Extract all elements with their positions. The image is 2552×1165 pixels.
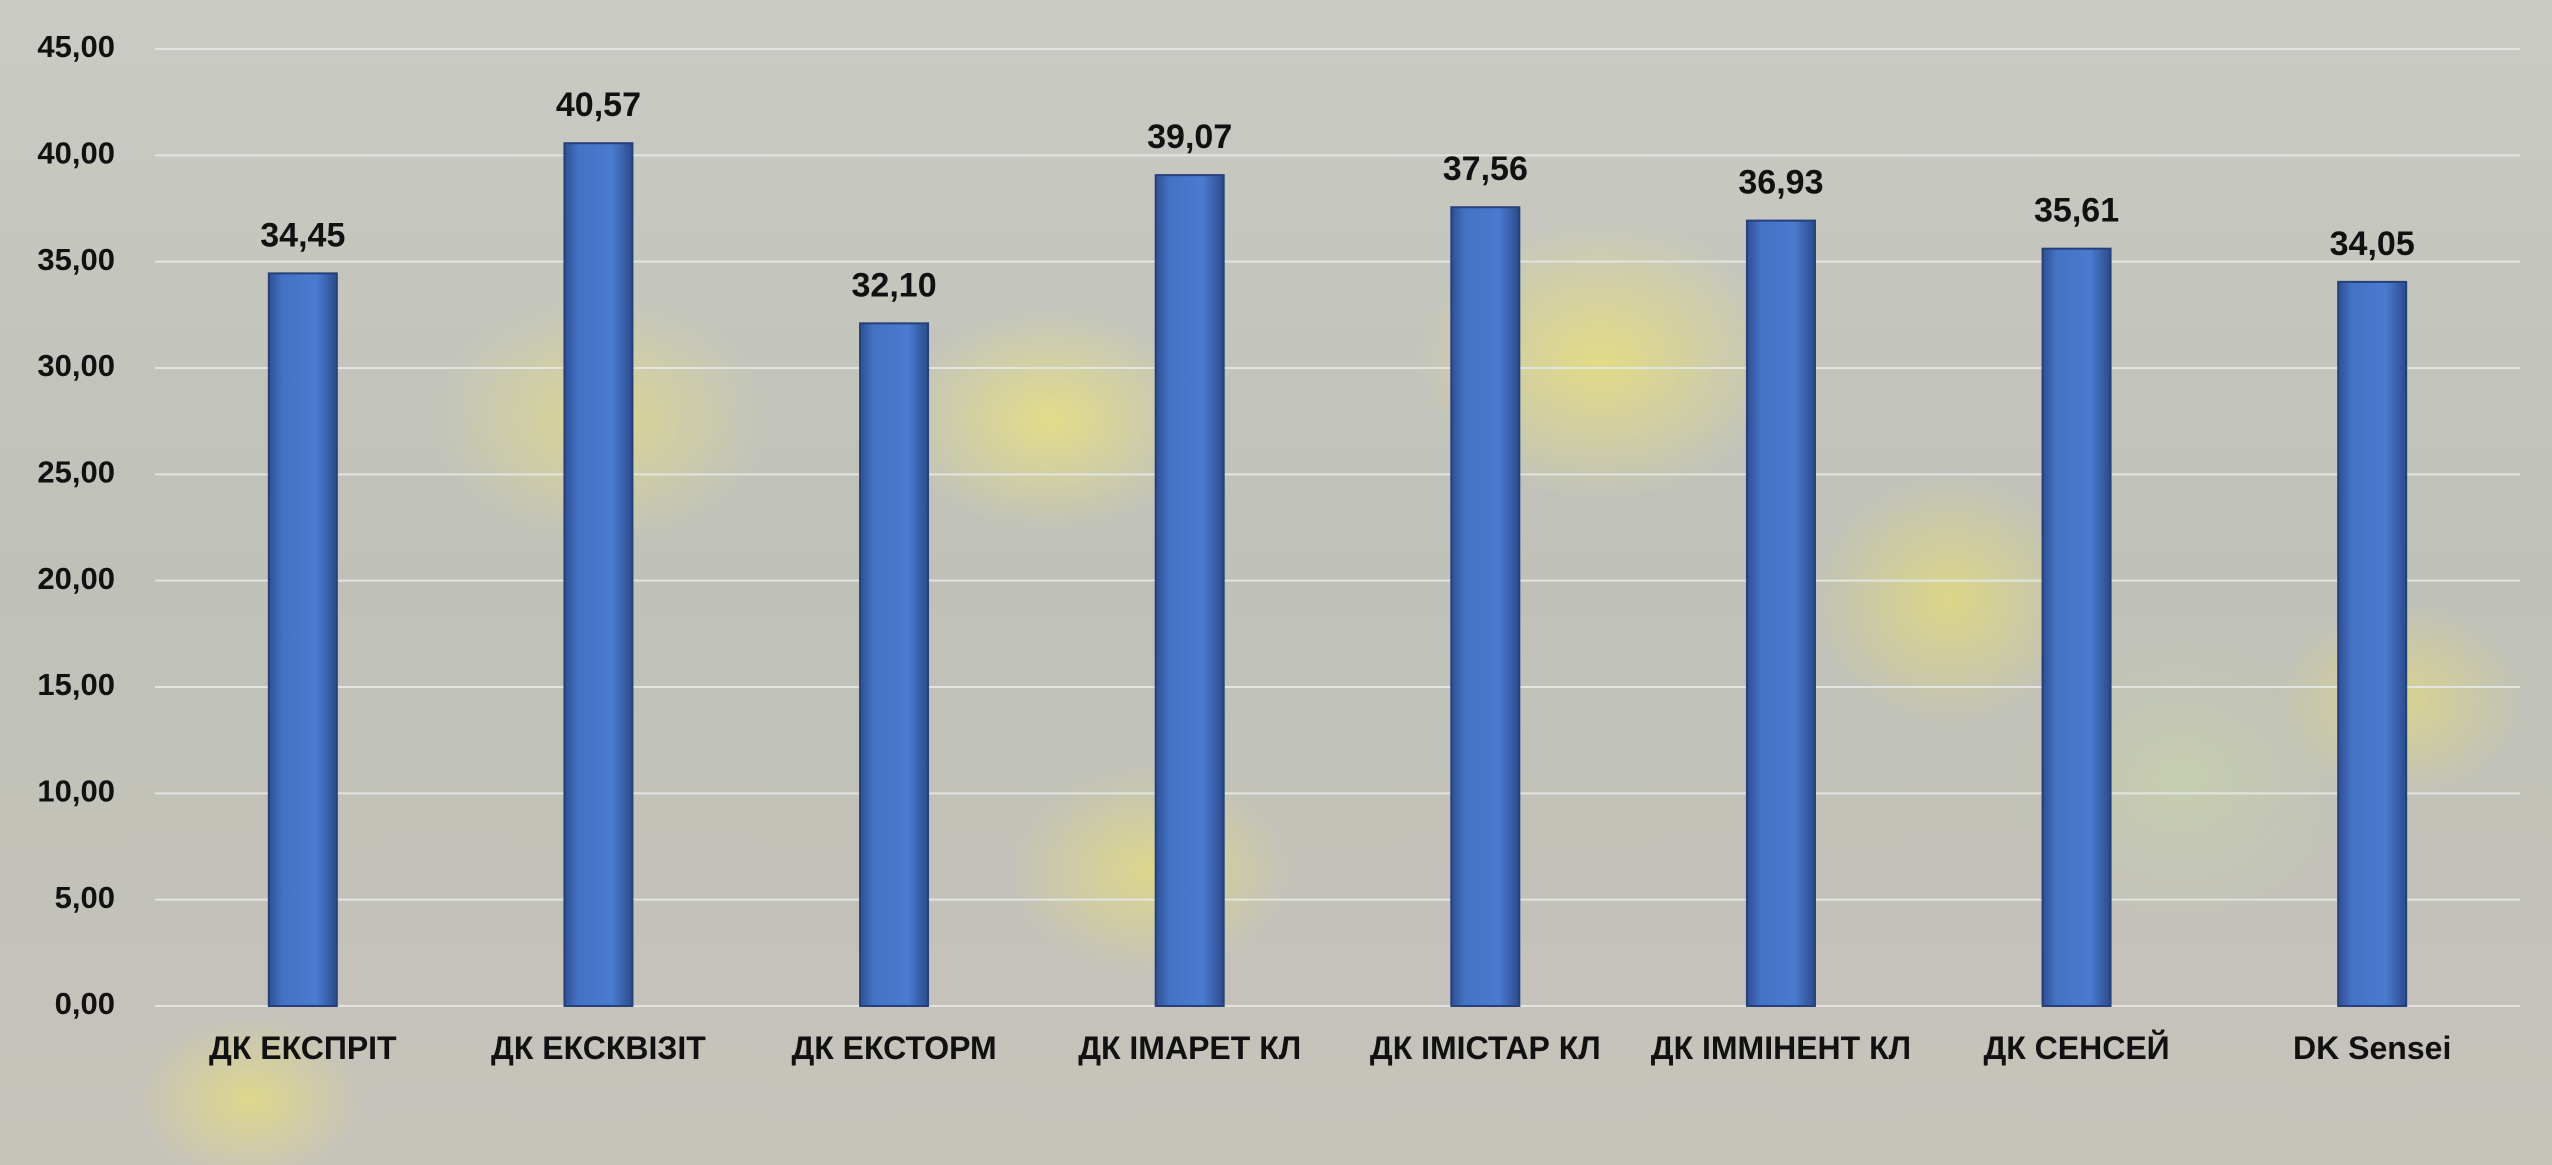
bar (563, 142, 634, 1008)
y-tick-label: 10,00 (37, 774, 115, 809)
y-tick-label: 40,00 (37, 136, 115, 171)
data-label: 36,93 (1738, 164, 1823, 202)
bar (859, 322, 930, 1007)
x-tick-label: ДК ЕКСПРІТ (209, 1030, 397, 1066)
bar (1450, 206, 1521, 1007)
data-label: 40,57 (556, 86, 641, 124)
y-tick-label: 25,00 (37, 455, 115, 490)
y-tick-label: 30,00 (37, 348, 115, 383)
x-tick-label: ДК ЕКСКВІЗІТ (491, 1030, 706, 1066)
data-label: 37,56 (1443, 150, 1528, 188)
y-tick-label: 5,00 (55, 880, 115, 915)
data-label: 34,05 (2330, 225, 2415, 263)
bar (267, 272, 338, 1007)
data-label: 32,10 (852, 266, 937, 304)
x-tick-label: ДК СЕНСЕЙ (1983, 1030, 2170, 1066)
bar (1154, 174, 1225, 1007)
x-tick-label: DK Sensei (2293, 1030, 2452, 1066)
y-tick-label: 15,00 (37, 667, 115, 702)
bar (2337, 280, 2408, 1007)
y-tick-label: 20,00 (37, 561, 115, 596)
bar (1745, 219, 1816, 1007)
y-tick-label: 35,00 (37, 242, 115, 277)
data-label: 35,61 (2034, 192, 2119, 230)
x-tick-label: ДК ІМАРЕТ КЛ (1078, 1030, 1302, 1066)
y-tick-label: 0,00 (55, 986, 115, 1021)
x-tick-label: ДК ЕКСТОРМ (791, 1030, 997, 1066)
y-tick-label: 45,00 (37, 29, 115, 64)
bar (2041, 247, 2112, 1008)
data-label: 34,45 (260, 216, 345, 254)
x-tick-label: ДК ІМІСТАР КЛ (1369, 1030, 1601, 1066)
x-tick-label: ДК ІММІНЕНТ КЛ (1650, 1030, 1912, 1066)
data-label: 39,07 (1147, 118, 1232, 156)
